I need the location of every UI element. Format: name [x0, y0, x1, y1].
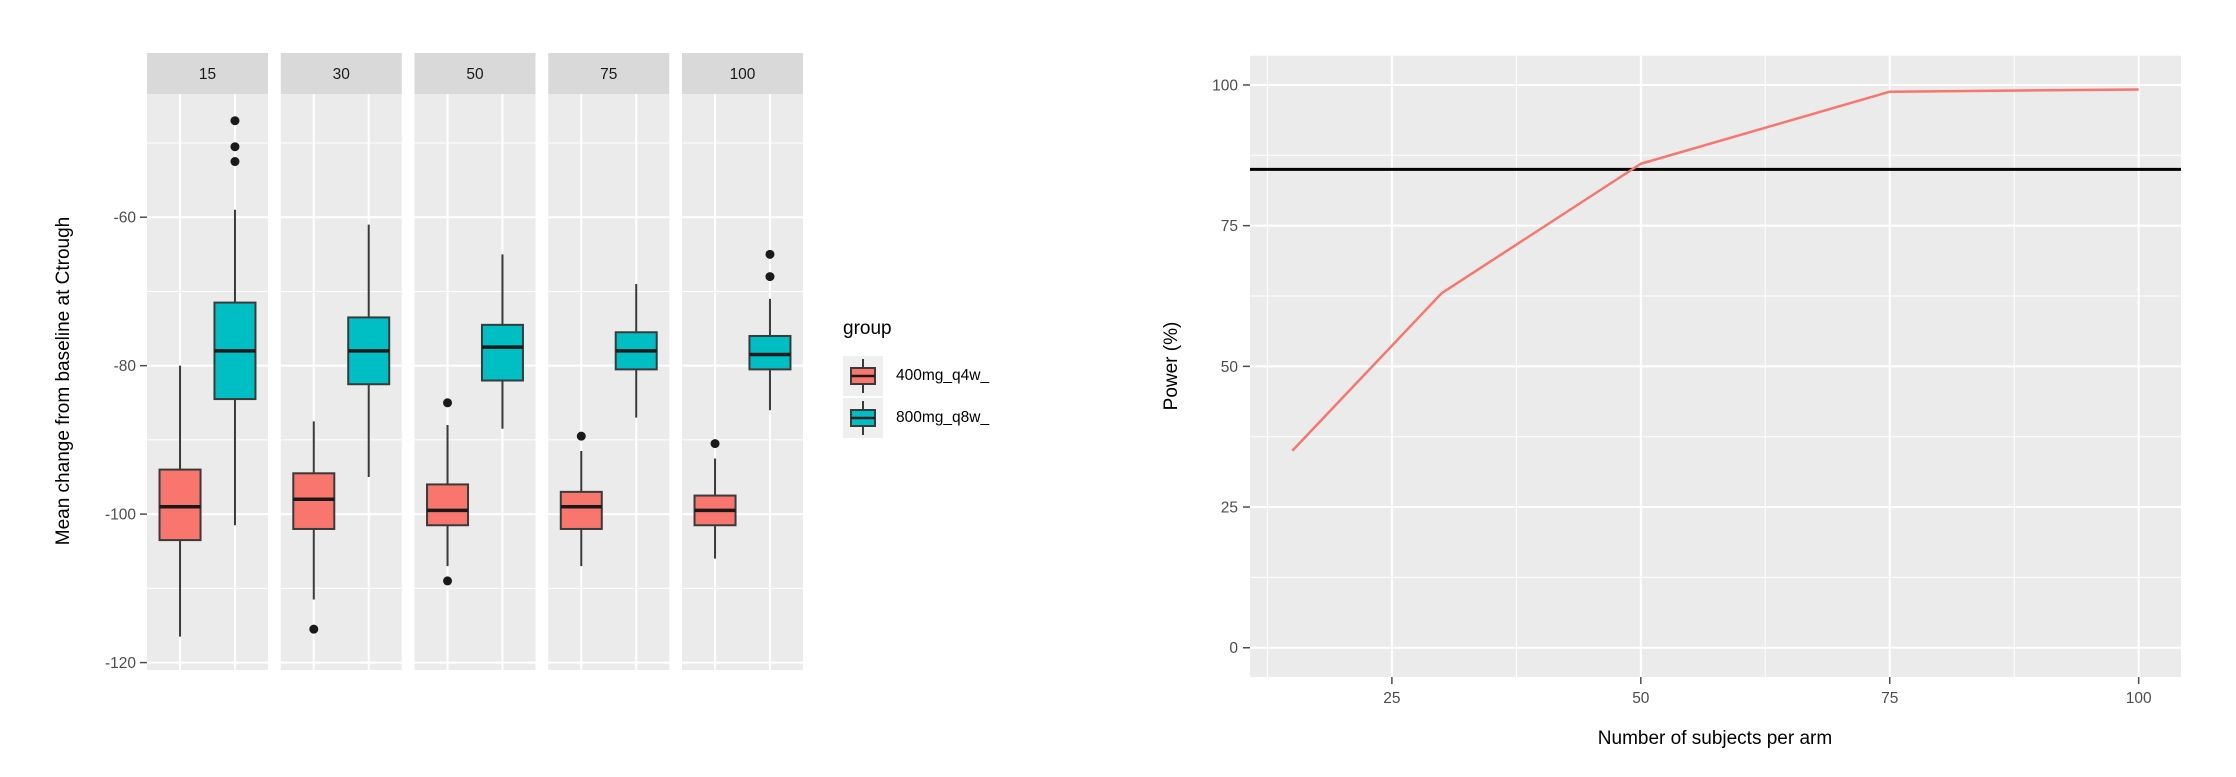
legend-item-label: 800mg_q8w_ [896, 409, 990, 426]
x-tick-label: 25 [1383, 690, 1400, 707]
panel-background [548, 94, 670, 670]
outlier-point [309, 624, 319, 634]
facet-strip [147, 53, 268, 94]
outlier-point [443, 576, 453, 586]
outlier-point [230, 116, 240, 126]
boxplot-key-icon [843, 398, 883, 438]
right-y-axis-title: Power (%) [1161, 321, 1182, 411]
facet-strip [280, 53, 402, 94]
facet-strip [682, 53, 803, 94]
outlier-point [230, 142, 240, 152]
boxplot-box [426, 483, 470, 527]
y-tick-label: -80 [114, 358, 137, 375]
boxplot-box [158, 468, 202, 542]
power-curve-line [1291, 88, 2139, 452]
facet-strip-label: 50 [466, 66, 484, 83]
panel-background [414, 94, 536, 670]
power-chart: 0 25 50 75 100 25 50 75 100 [1212, 55, 2181, 707]
right-x-axis-title: Number of subjects per arm [1597, 728, 1833, 749]
boxplot-key-icon [843, 356, 883, 396]
boxplot-box [480, 323, 524, 382]
left-y-axis-title: Mean change from baseline at Ctrough [53, 216, 74, 546]
legend-title: group [843, 318, 892, 339]
boxplot-box [559, 490, 603, 530]
y-tick-label: 0 [1229, 640, 1238, 657]
outlier-point [576, 431, 586, 441]
outlier-point [230, 157, 240, 167]
legend-item-label: 400mg_q4w_ [896, 367, 990, 384]
facet-strip-label: 15 [199, 66, 216, 83]
facet-strip [548, 53, 670, 94]
y-tick-label: 50 [1221, 359, 1239, 376]
outlier-point [765, 249, 775, 259]
boxplot-box [748, 334, 792, 371]
legend: group 400mg_q4w_ 800mg_q8w_ [843, 318, 989, 440]
panel-background [682, 94, 803, 670]
y-tick-label: -120 [105, 655, 136, 672]
y-tick-label: -100 [105, 507, 136, 524]
legend-item-400mg-q4w: 400mg_q4w_ [843, 356, 989, 396]
y-tick-label: -60 [114, 210, 137, 227]
facet-strip [414, 53, 536, 94]
facet-strip-label: 30 [333, 66, 351, 83]
y-tick-label: 75 [1221, 218, 1238, 235]
outlier-point [710, 439, 720, 449]
boxplot-box [292, 472, 336, 530]
legend-item-800mg-q8w: 800mg_q8w_ [843, 398, 989, 438]
outlier-point [443, 398, 453, 408]
x-tick-label: 50 [1632, 690, 1650, 707]
x-tick-label: 100 [2126, 690, 2152, 707]
y-tick-label: 25 [1221, 500, 1238, 517]
outlier-point [765, 272, 775, 282]
x-tick-label: 75 [1881, 690, 1898, 707]
facet-strip-label: 100 [730, 66, 756, 83]
facet-strip-label: 75 [600, 66, 617, 83]
y-tick-label: 100 [1212, 77, 1238, 94]
boxplot-chart: -60 -80 -100 -120 15 30 50 75 100 [105, 53, 803, 672]
